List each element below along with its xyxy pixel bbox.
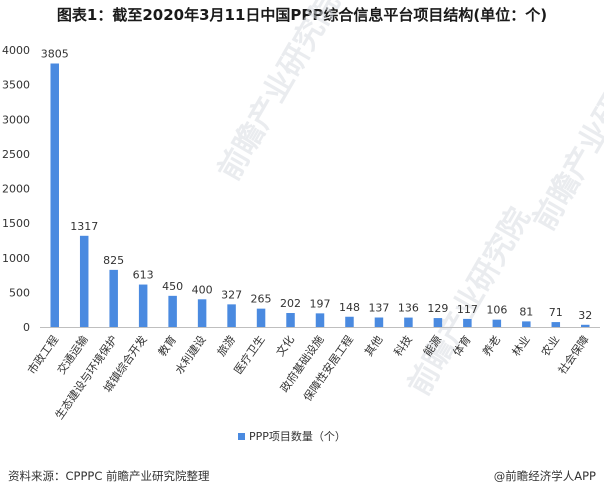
bar [286, 313, 295, 327]
data-label: 613 [133, 269, 154, 282]
legend-swatch [238, 433, 245, 440]
x-tick-label: 文化 [273, 333, 297, 359]
data-label: 197 [310, 297, 331, 310]
x-tick-label: 养老 [479, 333, 503, 359]
bar [581, 324, 590, 327]
x-tick-label: 社会保障 [555, 333, 592, 377]
x-tick-label: 医疗卫生 [231, 333, 268, 377]
y-tick-label: 2500 [2, 148, 30, 161]
data-label: 136 [398, 302, 419, 315]
x-tick-label: 农业 [538, 333, 562, 359]
x-tick-label: 水利建设 [172, 333, 209, 377]
bar [315, 313, 325, 327]
data-label: 265 [251, 293, 272, 306]
data-label: 81 [519, 305, 533, 318]
data-label: 450 [162, 280, 183, 293]
data-label: 137 [368, 302, 389, 315]
bar [197, 299, 207, 327]
legend-label: PPP项目数量（个） [249, 430, 346, 443]
y-tick-label: 500 [9, 286, 30, 299]
data-label: 32 [578, 309, 592, 322]
y-tick-label: 3500 [2, 79, 30, 92]
data-label: 148 [339, 301, 360, 314]
data-label: 129 [427, 302, 448, 315]
data-label: 202 [280, 297, 301, 310]
bar [227, 304, 236, 327]
data-label: 106 [486, 304, 507, 317]
y-tick-label: 1000 [2, 252, 30, 265]
source-note: 资料来源：CPPPC 前瞻产业研究院整理 [8, 469, 210, 483]
bar [256, 308, 266, 327]
data-label: 400 [192, 283, 213, 296]
bar [551, 322, 561, 327]
x-tick-label: 旅游 [214, 333, 238, 359]
bar [522, 321, 531, 327]
x-tick-label: 林业 [509, 333, 533, 359]
bar [50, 63, 59, 327]
bar [168, 295, 177, 327]
y-tick-label: 1500 [2, 217, 30, 230]
bar [463, 318, 472, 327]
y-tick-label: 0 [23, 321, 30, 334]
x-tick-label: 其他 [362, 333, 385, 358]
x-tick-label: 体育 [450, 333, 474, 359]
bar [492, 319, 502, 327]
y-tick-label: 4000 [2, 44, 30, 57]
bar [404, 317, 413, 327]
data-label: 327 [221, 288, 242, 301]
data-label: 3805 [41, 48, 69, 61]
bar [433, 318, 443, 327]
x-tick-label: 教育 [155, 333, 179, 359]
bar [345, 316, 354, 327]
bar [109, 269, 118, 327]
y-tick-label: 2000 [2, 183, 30, 196]
chart-title: 图表1：截至2020年3月11日中国PPP综合信息平台项目结构(单位：个) [56, 6, 548, 24]
bar [374, 317, 384, 327]
data-label: 117 [457, 303, 478, 316]
credit-label: @前瞻经济学人APP [493, 469, 596, 483]
data-label: 825 [103, 254, 124, 267]
data-label: 71 [549, 306, 563, 319]
x-tick-label: 科技 [391, 333, 415, 359]
bar [138, 284, 148, 327]
data-label: 1317 [70, 220, 98, 233]
bar [79, 235, 89, 327]
x-tick-label: 能源 [420, 333, 444, 359]
y-tick-label: 3000 [2, 113, 30, 126]
